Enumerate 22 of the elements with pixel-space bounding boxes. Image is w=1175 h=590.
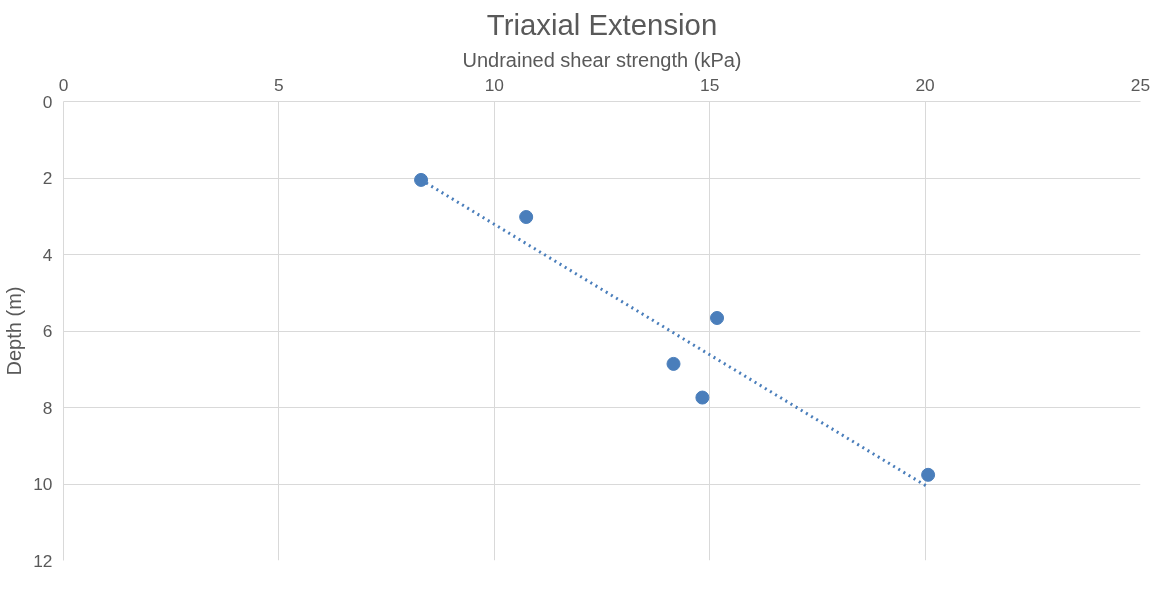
x-tick-label: 10 xyxy=(484,74,504,95)
x-axis-title: Undrained shear strength (kPa) xyxy=(462,48,742,71)
point xyxy=(921,467,936,482)
y-axis-title: Depth (m) xyxy=(3,286,26,376)
x-tick-label: 0 xyxy=(58,74,69,95)
y-tick-label: 12 xyxy=(33,550,53,571)
chart-title: Triaxial Extension xyxy=(486,7,718,41)
y-tick-label: 6 xyxy=(42,321,53,341)
x-tick-label: 25 xyxy=(1130,74,1151,95)
y-tick-label: 4 xyxy=(42,244,53,265)
y-tick-label: 8 xyxy=(42,397,53,418)
y-tick-label: 10 xyxy=(33,474,53,494)
x-tick-label: 5 xyxy=(274,74,284,95)
point xyxy=(414,172,429,187)
point xyxy=(666,356,681,371)
point xyxy=(710,311,725,325)
y-tick-label: 0 xyxy=(42,91,53,112)
x-tick-label: 20 xyxy=(915,74,935,95)
y-tick-label: 2 xyxy=(42,168,53,188)
point xyxy=(695,390,710,405)
point xyxy=(519,210,534,224)
x-tick-label: 15 xyxy=(700,74,720,95)
